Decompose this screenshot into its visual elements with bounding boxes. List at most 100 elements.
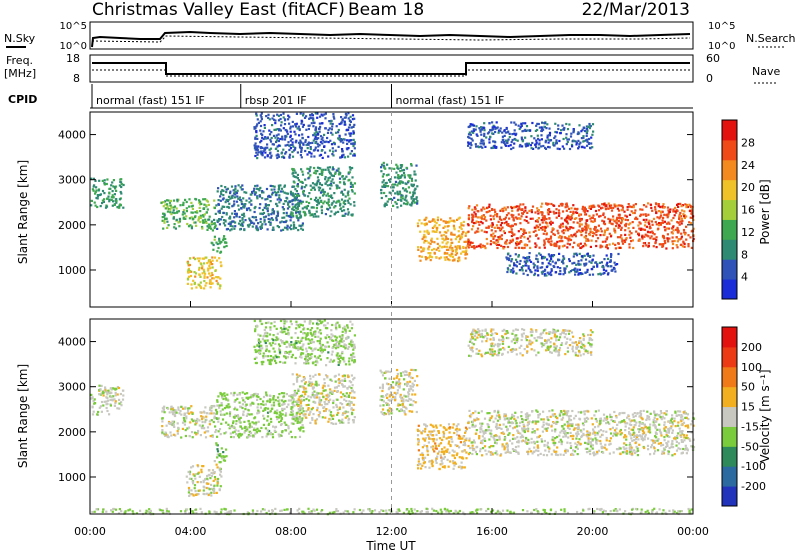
power-cell [285,211,288,214]
power-cell [510,141,513,144]
power-cell [291,141,294,144]
velocity-cell [307,403,310,406]
power-cell [440,234,443,237]
velocity-cell [238,393,241,396]
power-cell [601,245,604,248]
velocity-cell [345,399,348,403]
power-cell [271,211,274,214]
power-cell [451,259,454,262]
power-cell [477,245,480,248]
power-cell [217,246,220,250]
power-cell [490,146,493,150]
power-cell [446,252,449,255]
power-cell [446,225,449,228]
velocity-cell [296,346,299,349]
velocity-cell [219,433,222,436]
velocity-cell [244,405,247,408]
power-cell [198,216,201,219]
power-cell [300,146,303,149]
power-cell [427,256,430,259]
power-cell [253,210,256,214]
power-cell [401,197,404,200]
power-cell [581,205,585,208]
velocity-cell [342,406,345,409]
power-cell [414,173,417,176]
velocity-cell [223,459,227,462]
power-cell [295,211,298,214]
power-cell [254,137,257,140]
power-cell [635,216,638,219]
power-cell [534,242,537,245]
power-cell [114,185,118,188]
power-cell [331,196,334,200]
velocity-cell [180,405,183,408]
power-cell [284,200,287,203]
velocity-cell [194,423,197,426]
power-cell [509,270,512,273]
power-cell [586,270,589,273]
velocity-cell [295,378,299,381]
power-cell [476,134,479,137]
power-cell [505,214,509,217]
velocity-cell [308,346,311,349]
power-cell [265,207,268,210]
power-cell [351,190,354,193]
power-cell [350,126,353,129]
power-cell [428,245,431,248]
velocity-cell [196,432,199,435]
power-cell [96,195,100,198]
power-cell [500,221,503,225]
power-cell [680,217,683,220]
velocity-cell [328,417,331,421]
velocity-cell [309,331,312,334]
velocity-cell [326,334,329,337]
velocity-cell [209,435,212,438]
velocity-cell [186,411,189,415]
power-cell [588,127,591,130]
power-cell [587,142,590,145]
power-cell [352,144,355,148]
power-cell [222,211,225,215]
velocity-cell [254,392,257,395]
power-cell [443,251,446,254]
velocity-cell [322,389,326,392]
power-cell [166,207,169,210]
power-cell [516,209,519,212]
velocity-cell [201,465,204,468]
power-cell [513,142,516,145]
power-cell [316,142,319,145]
velocity-cell [280,417,283,420]
power-cell [253,126,256,129]
power-cell [493,208,496,211]
velocity-cell [254,416,257,419]
power-cell [609,259,612,262]
power-cell [570,217,573,220]
power-cell [535,143,538,146]
power-cell [496,226,499,229]
velocity-cell [297,410,300,413]
power-cell [502,138,505,141]
power-cell [185,207,188,210]
power-cell [543,219,546,222]
velocity-cell [324,327,328,330]
velocity-cell [302,430,305,433]
power-cell [427,241,430,244]
power-cell [267,113,270,116]
velocity-cell [220,447,223,450]
power-cell [410,164,413,167]
power-cell [323,113,326,116]
power-cell [320,122,323,125]
freq-panel-frame [89,54,694,83]
velocity-cell [283,421,286,424]
power-cell [275,219,278,222]
power-cell [266,228,269,231]
power-cell [341,148,344,151]
power-cell [496,239,499,242]
velocity-cell [179,410,182,413]
power-cell [548,241,551,244]
power-cell [616,207,619,210]
power-cell [289,136,292,139]
power-cell [687,234,690,237]
power-cell [297,229,300,232]
velocity-cell [228,427,231,430]
